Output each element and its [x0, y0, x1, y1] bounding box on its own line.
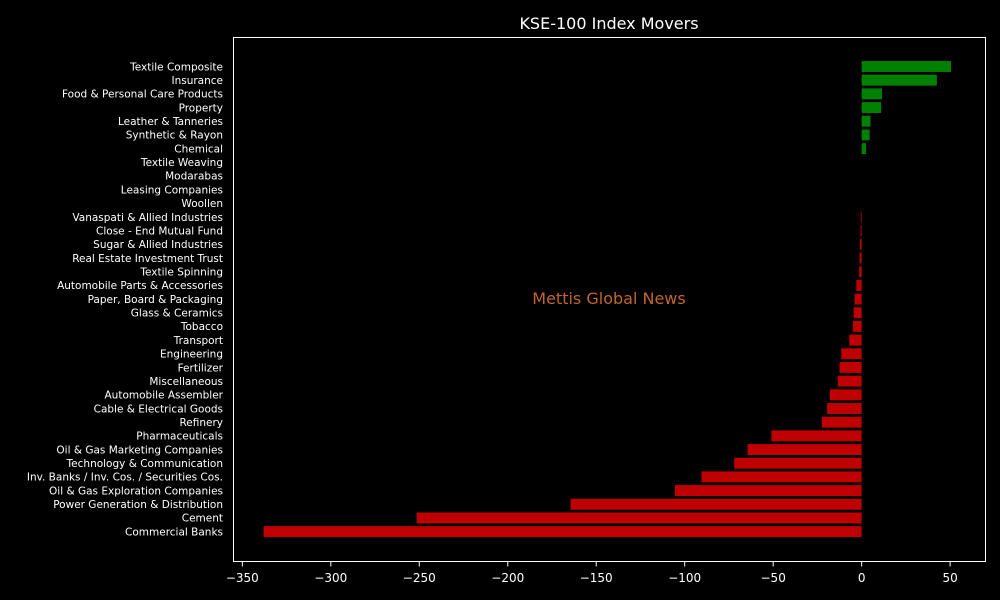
- category-label: Textile Composite: [129, 61, 223, 73]
- bars-group: [263, 61, 951, 538]
- category-label: Real Estate Investment Trust: [72, 253, 223, 265]
- category-label: Automobile Parts & Accessories: [57, 280, 223, 292]
- category-label: Pharmaceuticals: [136, 431, 223, 443]
- category-label: Oil & Gas Exploration Companies: [49, 485, 223, 497]
- category-label: Textile Spinning: [139, 267, 223, 279]
- category-label: Sugar & Allied Industries: [93, 239, 223, 251]
- bar: [854, 293, 862, 305]
- bar: [829, 389, 862, 401]
- bar: [861, 88, 882, 100]
- x-tick-label: −100: [668, 571, 701, 585]
- bar: [860, 225, 862, 237]
- bar: [852, 320, 862, 332]
- bar: [839, 362, 862, 373]
- category-label: Power Generation & Distribution: [53, 499, 223, 511]
- category-label: Commercial Banks: [125, 526, 223, 538]
- bar: [771, 430, 862, 442]
- category-label: Inv. Banks / Inv. Cos. / Securities Cos.: [27, 472, 223, 484]
- category-label: Transport: [173, 335, 223, 347]
- x-tick-label: 0: [858, 571, 866, 585]
- plot-frame: [233, 37, 986, 562]
- category-label: Fertilizer: [178, 362, 224, 374]
- bar: [570, 498, 862, 510]
- category-label: Glass & Ceramics: [131, 308, 223, 320]
- bar: [701, 471, 862, 483]
- x-tick-label: −200: [491, 571, 524, 585]
- bar: [861, 129, 870, 141]
- bar: [821, 416, 862, 428]
- bar: [860, 211, 862, 223]
- category-label: Insurance: [171, 75, 223, 87]
- bar: [859, 266, 862, 278]
- bar: [841, 348, 862, 360]
- x-tick-label: −300: [314, 571, 347, 585]
- bar: [837, 375, 862, 387]
- bar: [861, 102, 882, 113]
- category-label: Tobacco: [180, 321, 223, 333]
- bar: [859, 238, 862, 250]
- category-label: Engineering: [160, 349, 223, 361]
- bar: [734, 457, 862, 469]
- x-tick-label: −50: [761, 571, 786, 585]
- bar: [416, 512, 862, 524]
- category-label: Oil & Gas Marketing Companies: [56, 444, 223, 456]
- bar: [859, 252, 862, 264]
- category-label: Technology & Communication: [66, 458, 223, 470]
- category-label: Synthetic & Rayon: [126, 130, 223, 142]
- bar: [849, 334, 862, 346]
- x-tick-label: −350: [226, 571, 259, 585]
- bar: [861, 74, 937, 86]
- category-label: Woollen: [181, 198, 223, 210]
- category-label: Leasing Companies: [121, 184, 223, 196]
- bar: [861, 115, 871, 127]
- bar: [263, 526, 862, 538]
- category-label: Food & Personal Care Products: [62, 89, 223, 101]
- bar: [747, 444, 862, 455]
- category-label: Chemical: [174, 143, 223, 155]
- category-label: Cement: [182, 513, 223, 525]
- bar: [853, 307, 862, 319]
- bar: [674, 485, 862, 497]
- category-label: Property: [179, 102, 223, 114]
- category-labels: Textile Composite Insurance Food & Persona…: [27, 61, 224, 538]
- bar: [861, 143, 867, 155]
- x-tick-label: −150: [580, 571, 613, 585]
- category-label: Textile Weaving: [140, 157, 223, 169]
- category-label: Refinery: [179, 417, 223, 429]
- category-label: Paper, Board & Packaging: [88, 294, 223, 306]
- category-label: Modarabas: [165, 171, 223, 183]
- category-label: Miscellaneous: [149, 376, 223, 388]
- x-tick-label: 50: [942, 571, 957, 585]
- x-tick-label: −250: [403, 571, 436, 585]
- bar: [856, 279, 862, 291]
- category-label: Cable & Electrical Goods: [94, 403, 223, 415]
- category-label: Vanaspati & Allied Industries: [72, 212, 223, 224]
- bar: [861, 61, 951, 72]
- category-label: Close - End Mutual Fund: [96, 225, 223, 237]
- watermark-text: Mettis Global News: [532, 289, 685, 308]
- category-label: Leather & Tanneries: [118, 116, 223, 128]
- category-label: Automobile Assembler: [105, 390, 224, 402]
- x-axis-ticks: −350 −300 −250 −200 −150 −100 −50 0 50: [226, 561, 958, 585]
- chart-title: KSE-100 Index Movers: [519, 14, 698, 33]
- bar: [827, 403, 862, 414]
